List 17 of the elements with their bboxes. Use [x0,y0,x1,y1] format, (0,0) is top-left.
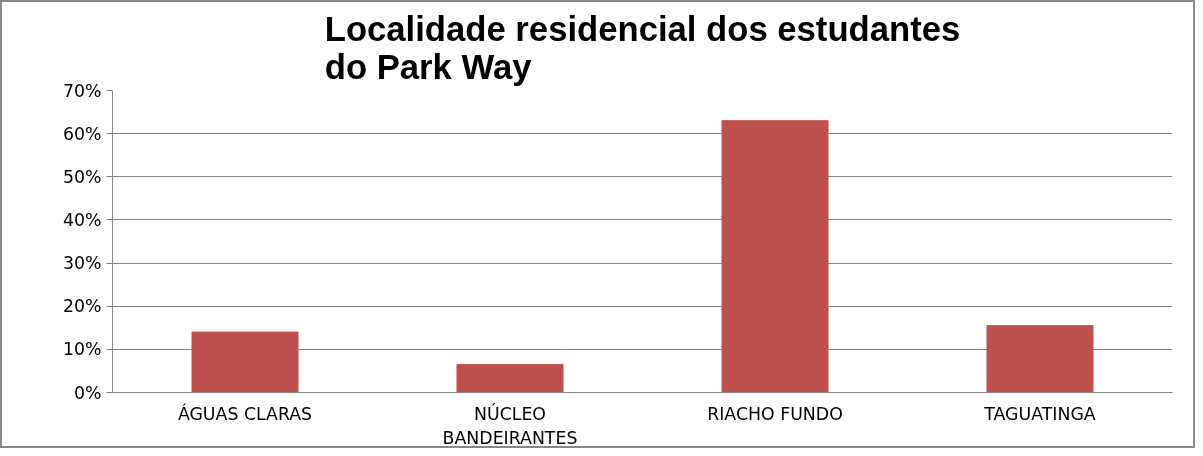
y-tick-label: 30% [62,253,102,274]
y-tick-label: 50% [62,166,102,187]
y-tick-label: 40% [62,209,102,230]
x-tick-label: RIACHO FUNDO [707,403,843,424]
y-tick-label: 0% [74,382,102,403]
y-tick-label: 60% [62,123,102,144]
y-tick-label: 20% [62,296,102,317]
bar [191,331,299,393]
y-tick-label: 70% [62,80,102,101]
bar [721,120,829,393]
bar [456,363,564,393]
chart-title: Localidade residencial dos estudantes do Park Way [324,9,961,86]
x-tick-label: NÚCLEO BANDEIRANTES [442,402,578,448]
y-tick-label: 10% [62,339,102,360]
bar [986,325,1094,393]
x-tick-label: ÁGUAS CLARAS [177,402,313,424]
x-tick-label: TAGUATINGA [983,403,1096,424]
